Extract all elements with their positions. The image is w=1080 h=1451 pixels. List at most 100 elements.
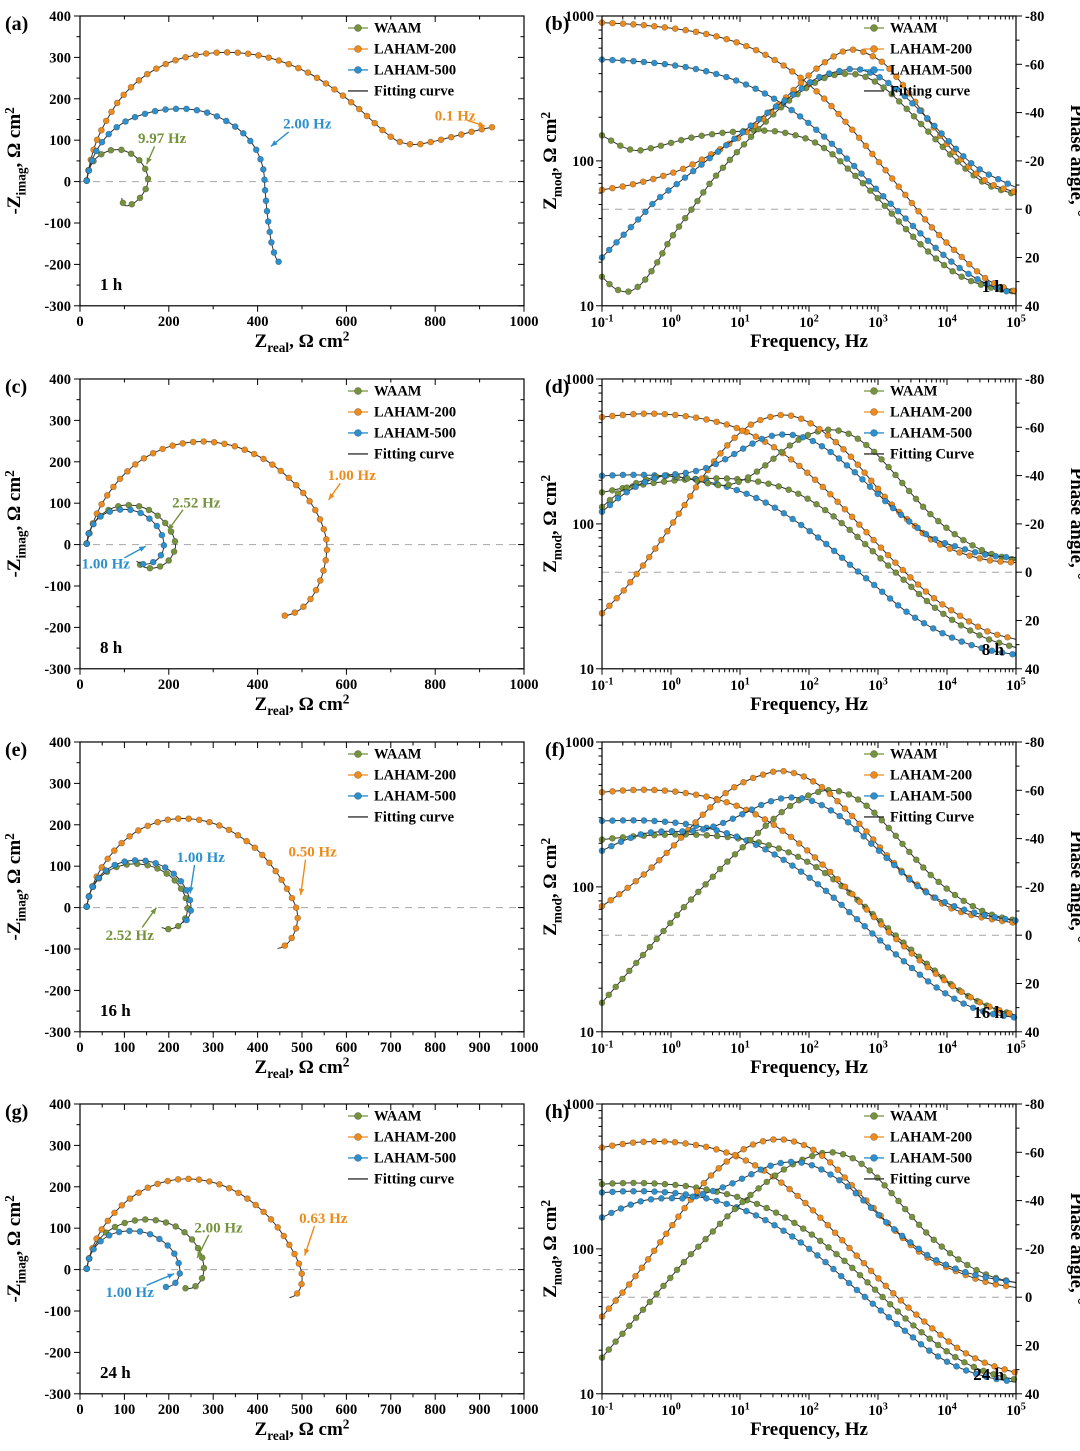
data-marker <box>629 1139 637 1147</box>
data-marker <box>804 119 812 127</box>
data-marker <box>993 284 1000 292</box>
data-marker <box>908 1213 916 1221</box>
data-marker <box>263 207 271 215</box>
data-marker <box>917 120 925 128</box>
data-marker <box>830 53 837 60</box>
data-marker <box>932 1257 940 1264</box>
data-marker <box>968 641 975 649</box>
data-marker <box>625 967 633 974</box>
data-marker <box>843 155 851 162</box>
data-marker <box>170 869 178 877</box>
data-marker <box>223 49 231 56</box>
data-marker <box>626 578 634 586</box>
data-marker <box>841 882 849 890</box>
frequency-annotation: 2.52 Hz <box>167 495 221 531</box>
data-marker <box>960 152 967 160</box>
panel-letter: (c) <box>5 376 27 398</box>
data-marker <box>989 1010 997 1017</box>
data-marker <box>836 812 844 819</box>
data-marker <box>722 141 730 149</box>
data-marker <box>897 511 905 518</box>
data-marker <box>951 542 959 550</box>
data-marker <box>916 956 924 964</box>
data-marker <box>252 146 260 154</box>
data-marker <box>183 105 190 113</box>
data-marker <box>775 482 783 490</box>
x-tick-label: 1000 <box>510 677 539 693</box>
data-marker <box>743 42 750 50</box>
data-marker <box>752 433 760 440</box>
x-tick-label: 700 <box>380 1039 402 1055</box>
data-marker <box>692 467 700 475</box>
data-marker <box>187 906 195 914</box>
data-marker <box>772 103 780 110</box>
zmod-tick-label: 10 <box>580 1024 594 1040</box>
data-marker <box>83 177 91 185</box>
y-tick-label: 200 <box>49 455 71 471</box>
data-marker <box>875 1275 882 1282</box>
zmod-tick-label: 10 <box>580 299 594 315</box>
x-tick-label: 0 <box>76 1039 83 1055</box>
time-label: 24 h <box>973 1365 1004 1384</box>
data-marker <box>851 468 859 476</box>
legend-marker <box>354 1154 362 1163</box>
data-marker <box>926 1335 934 1343</box>
phase-tick-label: 0 <box>1025 565 1032 581</box>
data-marker <box>637 147 644 154</box>
x-tick-label: 300 <box>202 1402 224 1418</box>
data-marker <box>970 908 978 916</box>
data-marker <box>923 1251 931 1259</box>
data-marker <box>98 500 105 508</box>
data-marker <box>182 53 189 61</box>
data-marker <box>702 67 710 75</box>
data-marker <box>698 161 705 169</box>
data-marker <box>83 902 91 910</box>
svg-text:10-1: 10-1 <box>591 1402 614 1420</box>
data-marker <box>796 113 804 120</box>
data-marker <box>719 164 727 172</box>
data-marker <box>825 70 833 77</box>
data-marker <box>993 631 1001 638</box>
panel-b: 10-1 100 101 102 103 104 105 10 100 1000 -80 -60 -40… <box>540 0 1080 363</box>
data-marker <box>988 647 996 654</box>
phase-tick-label: -40 <box>1025 831 1044 847</box>
data-marker <box>619 20 627 28</box>
data-marker <box>982 1274 990 1281</box>
data-marker <box>163 869 171 877</box>
zmod-tick-label: 1000 <box>565 372 594 388</box>
data-marker <box>292 481 300 489</box>
data-marker <box>679 827 686 835</box>
frequency-annotation: 0.1 Hz <box>435 108 486 127</box>
data-marker <box>661 786 669 794</box>
x-tick-label: 300 <box>202 1039 224 1055</box>
data-marker <box>826 490 834 498</box>
data-marker <box>867 839 875 847</box>
data-marker <box>869 1300 877 1308</box>
data-marker <box>994 175 1002 183</box>
data-marker <box>298 1280 305 1288</box>
data-marker <box>881 1182 888 1189</box>
y-tick-label: -100 <box>44 1304 71 1320</box>
data-marker <box>916 107 924 115</box>
svg-text:104: 104 <box>937 676 957 694</box>
data-marker <box>885 463 892 471</box>
data-marker <box>790 769 798 776</box>
data-marker <box>885 928 893 935</box>
data-marker <box>144 1184 152 1192</box>
annotation-text: 2.52 Hz <box>172 495 221 511</box>
data-marker <box>952 1265 959 1273</box>
fitting-curve <box>601 1182 1017 1381</box>
x-tick-label: 200 <box>158 677 180 693</box>
data-marker <box>689 161 696 168</box>
data-marker <box>661 471 669 479</box>
panel-a: 0 200 400 600 800 1000 -300 -200 -100 0 100 200 300 4… <box>0 0 540 363</box>
svg-text:104: 104 <box>937 313 957 331</box>
data-marker <box>164 1177 172 1185</box>
data-marker <box>320 566 327 574</box>
data-marker <box>722 789 729 797</box>
data-marker <box>679 165 687 173</box>
data-marker <box>195 1176 203 1184</box>
data-marker <box>1001 1366 1008 1374</box>
data-marker <box>806 527 814 535</box>
